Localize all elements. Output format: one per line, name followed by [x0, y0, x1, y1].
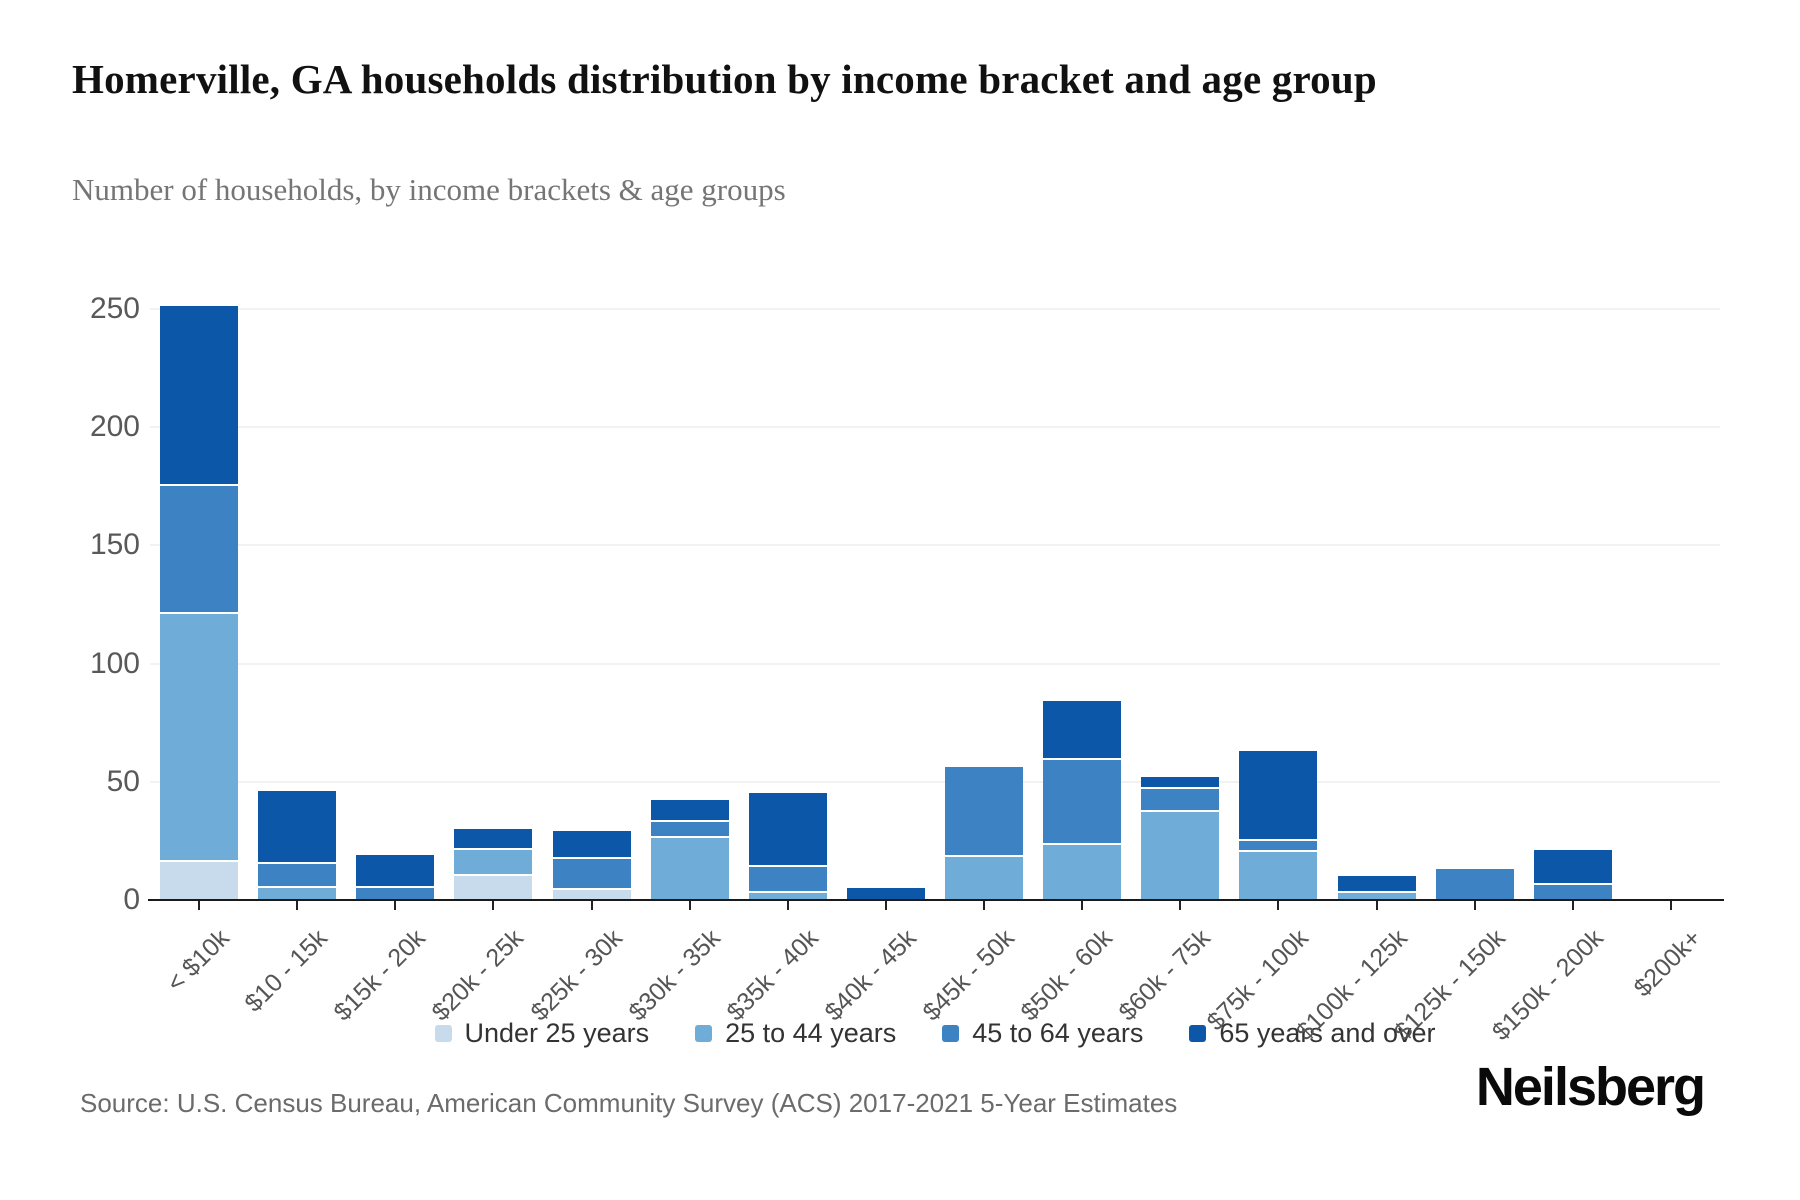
bar-segment-65-years-and-over[interactable] — [1337, 873, 1416, 891]
x-axis-category-label: $25k - 30k — [525, 924, 628, 1027]
bar-segment-under-25-years[interactable] — [552, 888, 631, 900]
bar-segment-65-years-and-over[interactable] — [454, 826, 533, 848]
x-axis-tick — [1669, 901, 1672, 910]
bar-segment-45-to-64-years[interactable] — [258, 862, 337, 886]
x-axis-tick — [198, 901, 201, 910]
bar-segment-45-to-64-years[interactable] — [945, 765, 1024, 856]
x-axis-tick — [1571, 901, 1574, 910]
bar-segment-45-to-64-years[interactable] — [552, 857, 631, 889]
x-axis-tick — [590, 901, 593, 910]
bar-segment-45-to-64-years[interactable] — [1141, 786, 1220, 811]
brand-logo[interactable]: Neilsberg — [1475, 1057, 1706, 1117]
x-axis-tick — [786, 901, 789, 910]
legend-label: 25 to 44 years — [725, 1018, 897, 1048]
gridline — [150, 544, 1720, 547]
x-axis-tick — [296, 901, 299, 910]
x-axis-tick — [1473, 901, 1476, 910]
gridline — [150, 308, 1720, 310]
bar-segment-25-to-44-years[interactable] — [160, 611, 239, 860]
x-axis-category-label: $20k - 25k — [426, 924, 530, 1027]
x-axis-tick — [688, 901, 691, 910]
x-axis-category-label: $50k - 60k — [1015, 924, 1118, 1027]
bar-segment-65-years-and-over[interactable] — [1533, 847, 1612, 884]
x-axis-category-label: $45k - 50k — [917, 924, 1020, 1027]
x-axis-tick — [394, 901, 397, 910]
bar-segment-45-to-64-years[interactable] — [356, 885, 435, 900]
bar-segment-45-to-64-years[interactable] — [160, 483, 239, 612]
bar-segment-65-years-and-over[interactable] — [650, 798, 729, 820]
bar-segment-25-to-44-years[interactable] — [650, 836, 729, 900]
bar-segment-65-years-and-over[interactable] — [552, 829, 631, 858]
legend-label: Under 25 years — [464, 1018, 650, 1048]
legend-swatch — [434, 1025, 452, 1042]
bar-segment-25-to-44-years[interactable] — [1141, 810, 1220, 900]
legend-swatch — [695, 1025, 713, 1042]
x-axis-category-label: < $10k — [161, 924, 235, 998]
x-axis-tick — [1081, 901, 1084, 910]
y-axis-tick-label: 150 — [89, 528, 140, 562]
bar-segment-25-to-44-years[interactable] — [1043, 843, 1122, 900]
bar-segment-25-to-44-years[interactable] — [945, 855, 1024, 900]
bar-segment-65-years-and-over[interactable] — [258, 788, 337, 863]
x-axis-category-label: $40k - 45k — [819, 924, 922, 1027]
legend-swatch — [1189, 1025, 1207, 1042]
legend-item-under-25-years[interactable]: Under 25 years — [434, 1018, 650, 1049]
y-axis-tick-label: 0 — [123, 883, 140, 916]
bar-segment-25-to-44-years[interactable] — [454, 847, 533, 874]
bar-segment-45-to-64-years[interactable] — [1043, 758, 1122, 844]
y-axis-tick-label: 50 — [106, 764, 140, 798]
gridline — [150, 662, 1720, 665]
x-axis-tick — [983, 901, 986, 910]
bar-segment-45-to-64-years[interactable] — [1533, 883, 1612, 900]
x-axis-tick — [884, 901, 887, 910]
bar-segment-65-years-and-over[interactable] — [1239, 748, 1318, 839]
bar-segment-45-to-64-years[interactable] — [650, 819, 729, 837]
legend-label: 65 years and over — [1219, 1018, 1436, 1048]
x-axis-category-label: $60k - 75k — [1113, 924, 1217, 1027]
x-axis-tick — [492, 901, 495, 910]
y-axis-tick-label: 100 — [89, 646, 140, 680]
gridline — [150, 780, 1720, 783]
chart-subtitle: Number of households, by income brackets… — [72, 172, 786, 207]
bar-segment-25-to-44-years[interactable] — [258, 885, 337, 900]
bar-segment-25-to-44-years[interactable] — [748, 890, 827, 900]
bar-segment-65-years-and-over[interactable] — [356, 852, 435, 886]
bar-segment-25-to-44-years[interactable] — [1337, 890, 1416, 900]
x-axis-category-label: $200k+ — [1628, 924, 1707, 1003]
bar-segment-65-years-and-over[interactable] — [1043, 699, 1122, 759]
x-axis-tick — [1375, 901, 1378, 910]
x-axis-tick — [1277, 901, 1280, 910]
source-note: Source: U.S. Census Bureau, American Com… — [80, 1088, 1178, 1118]
x-axis-category-label: $10 - 15k — [239, 924, 333, 1018]
bar-segment-45-to-64-years[interactable] — [748, 864, 827, 891]
x-axis-category-label: $15k - 20k — [328, 924, 432, 1027]
bar-segment-65-years-and-over[interactable] — [748, 791, 827, 865]
chart-title: Homerville, GA households distribution b… — [72, 56, 1377, 102]
bar-segment-25-to-44-years[interactable] — [1239, 850, 1318, 900]
x-axis-category-label: $35k - 40k — [721, 924, 824, 1027]
bar-segment-65-years-and-over[interactable] — [1141, 774, 1220, 787]
y-axis-tick-label: 250 — [89, 292, 140, 325]
bar-segment-65-years-and-over[interactable] — [846, 885, 925, 900]
bar-segment-45-to-64-years[interactable] — [1435, 866, 1514, 900]
x-axis-line — [148, 899, 1724, 901]
gridline — [150, 426, 1720, 429]
legend-item-45-to-64-years[interactable]: 45 to 64 years — [942, 1018, 1143, 1049]
bar-segment-65-years-and-over[interactable] — [160, 304, 239, 484]
bar-segment-under-25-years[interactable] — [160, 859, 239, 900]
legend: Under 25 years 25 to 44 years 45 to 64 yea… — [150, 1018, 1720, 1049]
x-axis-tick — [1179, 901, 1182, 910]
bar-segment-45-to-64-years[interactable] — [1239, 838, 1318, 851]
bar-segment-under-25-years[interactable] — [454, 873, 533, 900]
legend-item-25-to-44-years[interactable]: 25 to 44 years — [695, 1018, 896, 1049]
legend-swatch — [942, 1025, 960, 1042]
y-axis-tick-label: 200 — [89, 410, 140, 444]
x-axis-category-label: $30k - 35k — [623, 924, 726, 1027]
legend-item-65-years-and-over[interactable]: 65 years and over — [1189, 1018, 1436, 1049]
legend-label: 45 to 64 years — [972, 1018, 1144, 1048]
